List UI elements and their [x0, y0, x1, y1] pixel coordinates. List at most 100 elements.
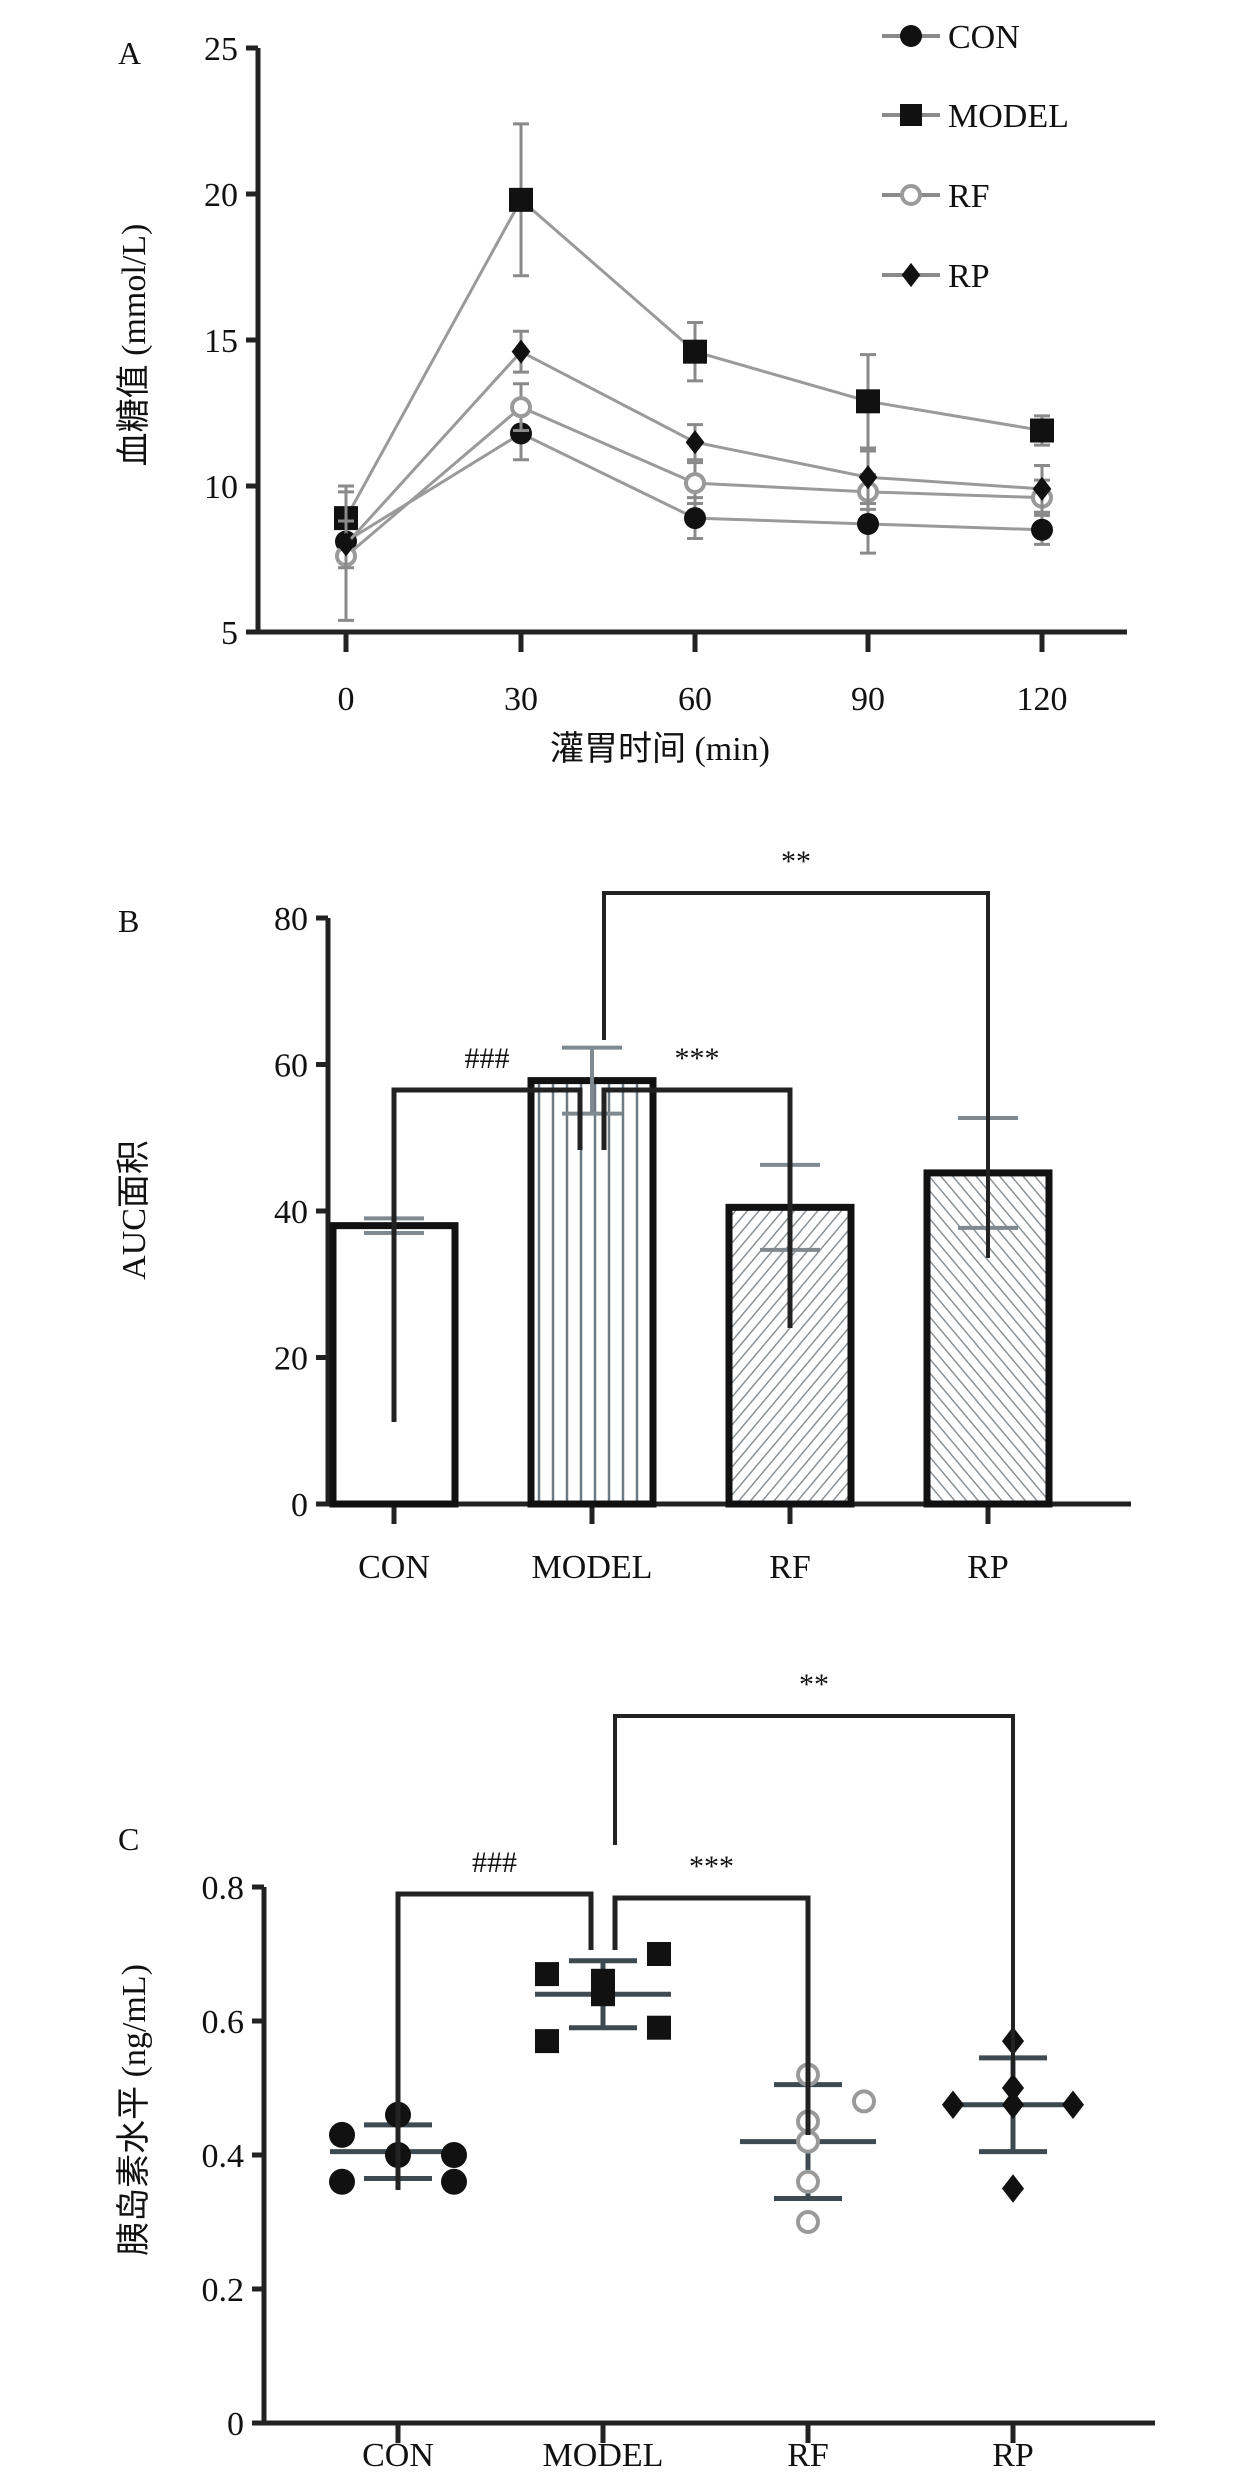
data-point [857, 512, 879, 535]
panel-b-y-axis-label: AUC面积 [116, 1140, 153, 1280]
series-rp [336, 329, 1052, 570]
data-point [441, 2142, 467, 2168]
panel-c-x-tick-label: RF [787, 2437, 829, 2474]
panel-a-x-tick-label: 60 [678, 681, 712, 718]
panel-c-y-tick-label: 0.6 [202, 2004, 245, 2041]
panel-c-x-tick-label: MODEL [543, 2437, 664, 2474]
data-point [535, 1962, 559, 1987]
panel-a-y-tick-label: 20 [204, 177, 238, 214]
panel-b-x-tick-label: MODEL [532, 1549, 653, 1586]
data-point [683, 339, 707, 364]
panel-b-significance-bracket [602, 891, 990, 1258]
data-point [1001, 2174, 1025, 2203]
panel-c-y-tick-label: 0.2 [202, 2272, 245, 2309]
data-point [1001, 2090, 1025, 2120]
legend-item-con: CON [882, 19, 1020, 56]
data-point [684, 507, 706, 530]
data-point [1031, 518, 1053, 541]
panel-c-significance-bracket [613, 1714, 1015, 2076]
data-point [329, 2121, 355, 2148]
panel-c-y-tick-label: 0.4 [202, 2138, 245, 2175]
panel-c-significance-bracket [395, 1891, 594, 2190]
panel-a-x-tick-label: 0 [338, 681, 355, 718]
panel-b-y-tick-label: 60 [274, 1048, 308, 1085]
legend-label: RF [948, 178, 990, 215]
legend-marker [900, 184, 922, 206]
panel-c-scatter-chart: C 胰岛素水平 (ng/mL) 0 0.2 0.4 0.6 0.8 CON MODEL RF R… [115, 1668, 1155, 2474]
panel-a-y-axis-label: 血糖值 (mmol/L) [115, 224, 153, 467]
panel-b-significance-label: ** [781, 845, 811, 878]
group-rf [740, 2062, 876, 2234]
data-point [856, 389, 880, 414]
error-bar [562, 1045, 622, 1116]
data-point [684, 472, 706, 495]
data-point [1001, 2073, 1025, 2103]
panel-a-y-tick-label: 10 [204, 469, 238, 506]
data-point [852, 2089, 876, 2114]
data-point [535, 2029, 559, 2054]
legend-marker [900, 25, 922, 47]
panel-c-significance-bracket [612, 1895, 811, 2135]
data-point [941, 2090, 965, 2120]
data-point [685, 430, 705, 455]
data-point [796, 2169, 820, 2194]
panel-c-significance-label: *** [689, 1850, 734, 1883]
panel-b-x-tick-label: CON [358, 1549, 430, 1586]
data-point [441, 2168, 467, 2195]
legend-label: RP [948, 258, 990, 295]
panel-b-x-tick-label: RP [967, 1549, 1009, 1586]
data-point [1061, 2090, 1085, 2120]
group-rp [941, 2026, 1085, 2203]
series-rf [335, 382, 1053, 622]
panel-c-y-axis-label: 胰岛素水平 (ng/mL) [115, 1964, 153, 2256]
panel-a-x-tick-label: 120 [1017, 681, 1068, 718]
legend-marker [901, 262, 921, 288]
data-point [591, 1982, 615, 2007]
panel-c-x-tick-label: CON [362, 2437, 434, 2474]
data-point [510, 422, 532, 445]
data-point [647, 2015, 671, 2040]
panel-c-y-tick-label: 0.8 [202, 1870, 245, 1907]
panel-b-significance-bracket [601, 1087, 793, 1328]
panel-b-y-tick-label: 0 [291, 1487, 308, 1524]
data-point [510, 396, 532, 419]
legend-label: MODEL [948, 98, 1069, 135]
data-point [858, 465, 878, 490]
panel-b-label: B [118, 903, 139, 939]
panel-b-significance-label: ### [465, 1042, 510, 1075]
panel-a-x-tick-label: 30 [504, 681, 538, 718]
panel-b-significance-bracket [391, 1087, 583, 1422]
data-point [329, 2168, 355, 2195]
group-model [535, 1942, 671, 2054]
legend-item-model: MODEL [882, 98, 1069, 135]
panel-a-x-axis-label: 灌胃时间 (min) [550, 730, 770, 768]
panel-a-line-chart: A 血糖值 (mmol/L) 灌胃时间 (min) 5 10 15 20 25 0 30 60… [115, 19, 1127, 768]
data-point [336, 532, 356, 557]
legend-marker [900, 104, 922, 126]
panel-b-significance-label: *** [675, 1042, 720, 1075]
panel-c-significance-label: ** [799, 1668, 829, 1701]
data-point [509, 187, 533, 212]
panel-a-y-tick-label: 5 [221, 615, 238, 652]
panel-c-significance-label: ### [472, 1846, 517, 1879]
data-point [1032, 476, 1052, 502]
data-point [647, 1942, 671, 1966]
panel-b-y-tick-label: 80 [274, 901, 308, 938]
data-point [1030, 418, 1054, 443]
panel-a-label: A [118, 35, 141, 71]
panel-b-y-tick-label: 40 [274, 1194, 308, 1231]
data-point [796, 2210, 820, 2234]
panel-a-y-tick-label: 25 [204, 31, 238, 68]
panel-c-y-tick-label: 0 [227, 2406, 244, 2443]
panel-b-y-tick-label: 20 [274, 1341, 308, 1378]
panel-a-y-tick-label: 15 [204, 323, 238, 360]
legend-label: CON [948, 19, 1020, 56]
bar [527, 1077, 657, 1508]
panel-c-label: C [118, 1821, 139, 1857]
legend-item-rf: RF [882, 178, 990, 215]
panel-c-x-tick-label: RP [992, 2437, 1034, 2474]
bar-model [527, 1045, 657, 1508]
legend-item-rp: RP [882, 258, 990, 295]
